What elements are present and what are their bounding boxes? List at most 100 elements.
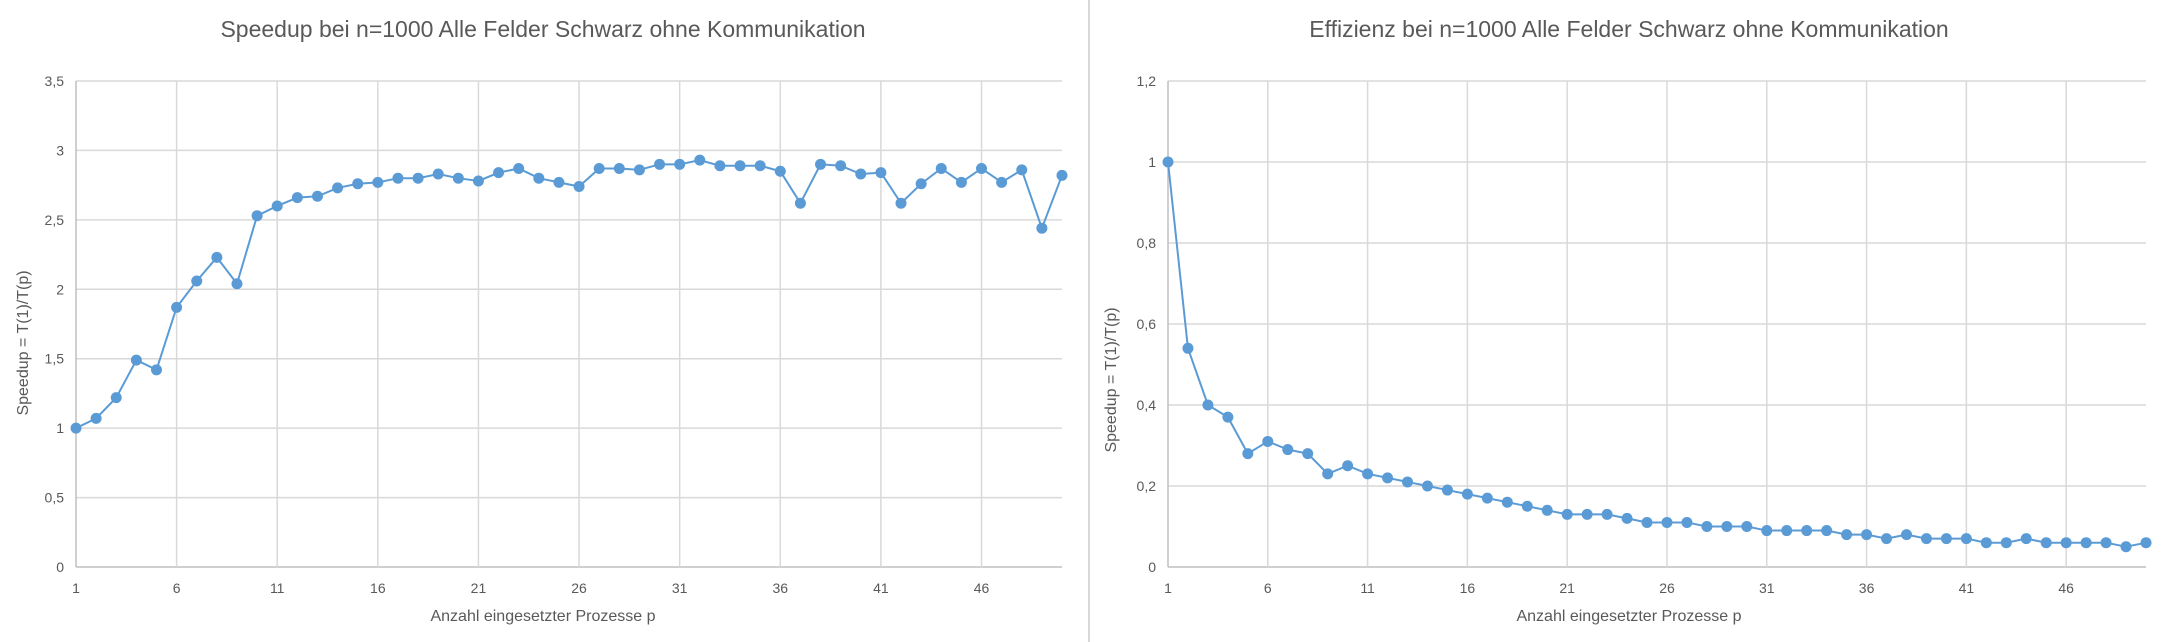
data-point [1481,492,1493,504]
y-tick-label: 0 [56,559,64,575]
data-point [372,176,384,188]
speedup-chart-panel: Speedup bei n=1000 Alle Felder Schwarz o… [15,16,1068,625]
data-point [150,364,162,376]
data-point [130,354,142,366]
data-point [976,162,988,174]
data-point [1621,512,1633,524]
data-point [1920,533,1932,545]
data-point [1162,156,1174,168]
y-tick-label: 0,6 [1137,316,1157,332]
data-point [895,197,907,209]
data-point [191,275,203,287]
data-point [1561,508,1573,520]
data-point [412,172,424,184]
data-point [955,176,967,188]
data-point [694,154,706,166]
data-point [1681,516,1693,528]
y-tick-label: 2 [56,281,64,297]
data-point [1182,342,1194,354]
data-point [472,175,484,187]
data-point [915,178,927,190]
x-tick-label: 1 [72,580,80,596]
data-point [211,251,223,263]
x-tick-label: 46 [2058,580,2074,596]
data-point [533,172,545,184]
x-axis-title: Anzahl eingesetzter Prozesse p [1516,608,1741,625]
data-point [1282,444,1294,456]
data-point [110,392,122,404]
data-point [654,158,666,170]
series-line [1167,161,2147,548]
data-point [1641,516,1653,528]
data-point [2060,537,2072,549]
data-point [1661,516,1673,528]
y-tick-label: 2,5 [45,212,65,228]
y-tick-label: 0,8 [1137,235,1157,251]
data-point [171,301,183,313]
data-point [291,192,303,204]
x-tick-label: 41 [1959,580,1975,596]
data-point [815,158,827,170]
data-point [392,172,404,184]
chart-title: Speedup bei n=1000 Alle Felder Schwarz o… [220,16,865,42]
data-point [1960,533,1972,545]
data-point [875,167,887,179]
data-point [1382,472,1394,484]
data-point [1741,521,1753,532]
data-point [311,190,323,202]
data-point [1056,169,1068,181]
x-tick-label: 16 [370,580,386,596]
data-point [1581,508,1593,520]
y-tick-label: 3,5 [45,73,65,89]
x-tick-label: 41 [873,580,889,596]
data-point [2020,533,2032,545]
x-tick-label: 46 [974,580,990,596]
data-point [573,181,585,193]
data-point [1322,468,1334,480]
data-point [251,210,263,222]
data-point [332,182,344,194]
efficiency-chart: Effizienz bei n=1000 Alle Felder Schwarz… [1103,16,2152,625]
data-point [1036,222,1048,234]
data-point [493,167,505,179]
y-tick-label: 0 [1148,559,1156,575]
data-point [1821,525,1833,537]
data-point [2000,537,2012,549]
data-point [1222,411,1234,423]
data-point [1841,529,1853,541]
data-point [835,160,847,172]
data-point [2120,541,2132,553]
data-point [633,164,645,176]
series-line [75,159,1063,430]
data-point [2080,537,2092,549]
data-point [1521,500,1533,512]
data-point [452,172,464,184]
data-point [2100,537,2112,549]
data-point [935,162,947,174]
data-point [1781,525,1793,537]
data-point [1016,164,1028,176]
data-point [1861,529,1873,541]
x-tick-label: 16 [1460,580,1476,596]
data-point [734,160,746,172]
data-point [1421,480,1433,492]
x-tick-label: 11 [1360,580,1375,596]
data-point [1302,448,1314,460]
data-point [996,176,1008,188]
efficiency-chart-panel: Effizienz bei n=1000 Alle Felder Schwarz… [1090,0,2162,642]
data-point [553,176,565,188]
data-point [2140,537,2152,549]
data-point [1721,521,1733,532]
data-point [1402,476,1414,488]
data-point [432,168,444,180]
data-point [1601,508,1613,520]
data-point [593,162,605,174]
y-tick-label: 0,5 [45,490,65,506]
data-point [794,197,806,209]
x-tick-label: 26 [1659,580,1675,596]
x-tick-label: 21 [1559,580,1575,596]
data-point [1342,460,1354,472]
data-point [2040,537,2052,549]
y-axis-title: Speedup = T(1)/T(p) [15,270,32,415]
data-point [1202,399,1214,411]
